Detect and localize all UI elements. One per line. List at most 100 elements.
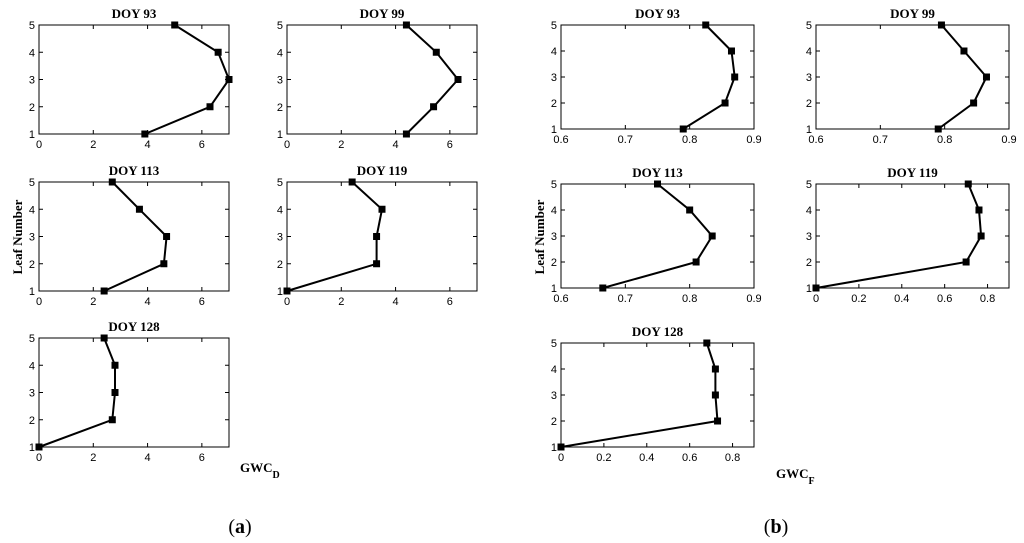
x-tick-label: 0.8	[682, 134, 697, 146]
data-point	[430, 103, 438, 111]
data-point	[962, 258, 970, 266]
x-tick-label: 0.4	[894, 293, 909, 305]
y-tick-label: 1	[806, 283, 812, 295]
data-point	[348, 178, 356, 186]
x-tick-label: 0	[813, 293, 819, 305]
y-tick-label: 5	[551, 20, 557, 32]
y-tick-label: 5	[29, 333, 35, 345]
data-point	[163, 233, 171, 240]
x-tick-label: 0.8	[725, 452, 740, 464]
series-line	[815, 183, 983, 289]
y-tick-label: 2	[29, 415, 35, 427]
y-tick-label: 1	[277, 286, 283, 298]
y-tick-label: 5	[29, 177, 35, 189]
x-tick-label: 2	[338, 296, 344, 308]
chart-a1: DOY 93 1 2 3 4 5 0 2 4 6	[29, 6, 233, 151]
x-axis-label-b-subscript: F	[809, 476, 815, 487]
data-point	[711, 391, 719, 399]
y-tick-label: 4	[29, 360, 35, 372]
x-tick-label: 0.4	[639, 452, 654, 464]
x-tick-label: 2	[90, 296, 96, 308]
data-point	[111, 389, 119, 396]
x-tick-label: 0.8	[682, 293, 697, 305]
data-point	[108, 416, 116, 424]
x-tick-label: 6	[199, 452, 205, 464]
y-tick-label: 2	[551, 257, 557, 269]
plot-frame	[815, 24, 1010, 130]
panel-label-b: (b)	[764, 516, 788, 538]
series-line	[286, 181, 384, 292]
data-point	[557, 443, 565, 451]
data-point	[703, 339, 711, 347]
data-point	[654, 180, 661, 188]
y-tick-label: 1	[551, 124, 557, 136]
data-point	[702, 21, 710, 29]
data-point	[206, 103, 214, 111]
x-tick-label: 0	[36, 452, 42, 464]
data-point	[100, 287, 108, 295]
y-tick-label: 1	[29, 286, 35, 298]
y-tick-label: 5	[551, 179, 557, 191]
y-tick-label: 3	[806, 231, 812, 243]
y-tick-label: 3	[551, 231, 557, 243]
x-axis-label-b: GWCF	[776, 466, 815, 487]
y-tick-label: 3	[277, 75, 283, 87]
y-tick-label: 4	[806, 205, 812, 217]
chart-title: DOY 113	[632, 165, 683, 180]
data-point	[111, 361, 119, 369]
chart-title: DOY 99	[890, 6, 935, 21]
data-point	[141, 130, 149, 138]
x-tick-label: 0.7	[873, 134, 888, 146]
data-point	[599, 284, 607, 292]
y-tick-label: 3	[806, 72, 812, 84]
x-tick-label: 0.9	[1001, 134, 1016, 146]
y-tick-label: 5	[29, 20, 35, 32]
data-point	[714, 417, 722, 425]
data-point	[378, 205, 386, 213]
chart-b5: DOY 128 1 2 3 4 5 0 0.2 0.4 0.6 0.8	[551, 324, 755, 464]
x-axis-label-a-main: GWC	[240, 460, 273, 475]
data-point	[960, 47, 968, 55]
data-point	[214, 48, 222, 56]
data-point	[812, 284, 820, 292]
chart-a2: DOY 99 1 2 3 4 5 0 2 4 6	[277, 6, 478, 151]
data-point	[708, 232, 716, 240]
x-tick-label: 6	[447, 296, 453, 308]
x-tick-label: 0.7	[618, 134, 633, 146]
x-tick-label: 0.2	[596, 452, 611, 464]
series-line	[937, 24, 988, 130]
data-point	[686, 206, 694, 214]
chart-title: DOY 113	[109, 163, 160, 178]
x-tick-label: 0.9	[746, 134, 761, 146]
panel-label-b-close: )	[782, 516, 789, 538]
y-tick-label: 2	[806, 98, 812, 110]
panel-label-a-open: (	[228, 516, 235, 538]
data-point	[402, 21, 410, 29]
y-axis-label-a: Leaf Number	[10, 199, 25, 274]
chart-a3: DOY 113 1 2 3 4 5 0 2 4 6	[29, 163, 230, 308]
data-point	[977, 232, 985, 240]
panel-label-a-close: )	[245, 516, 252, 538]
x-tick-label: 0	[36, 139, 42, 151]
data-point	[373, 260, 381, 268]
data-point	[100, 334, 108, 342]
x-tick-label: 0.6	[553, 134, 568, 146]
plot-frame	[560, 24, 755, 130]
y-tick-label: 2	[277, 259, 283, 271]
data-point	[35, 443, 43, 451]
chart-title: DOY 93	[635, 6, 680, 21]
y-tick-label: 3	[29, 388, 35, 400]
chart-b3: DOY 113 1 2 3 4 5 0.6 0.7 0.8 0.9	[551, 165, 762, 305]
x-tick-label: 0	[284, 296, 290, 308]
x-tick-label: 2	[90, 452, 96, 464]
x-axis-label-a-subscript: D	[273, 470, 280, 481]
y-axis-label-b: Leaf Number	[532, 199, 547, 274]
series-line	[560, 342, 719, 448]
panel-label-a: (a)	[228, 516, 251, 538]
data-point	[934, 125, 942, 133]
y-tick-label: 1	[806, 124, 812, 136]
data-point	[171, 21, 179, 29]
chart-a4: DOY 119 1 2 3 4 5 0 2 4 6	[277, 163, 478, 308]
y-tick-label: 1	[551, 442, 557, 454]
